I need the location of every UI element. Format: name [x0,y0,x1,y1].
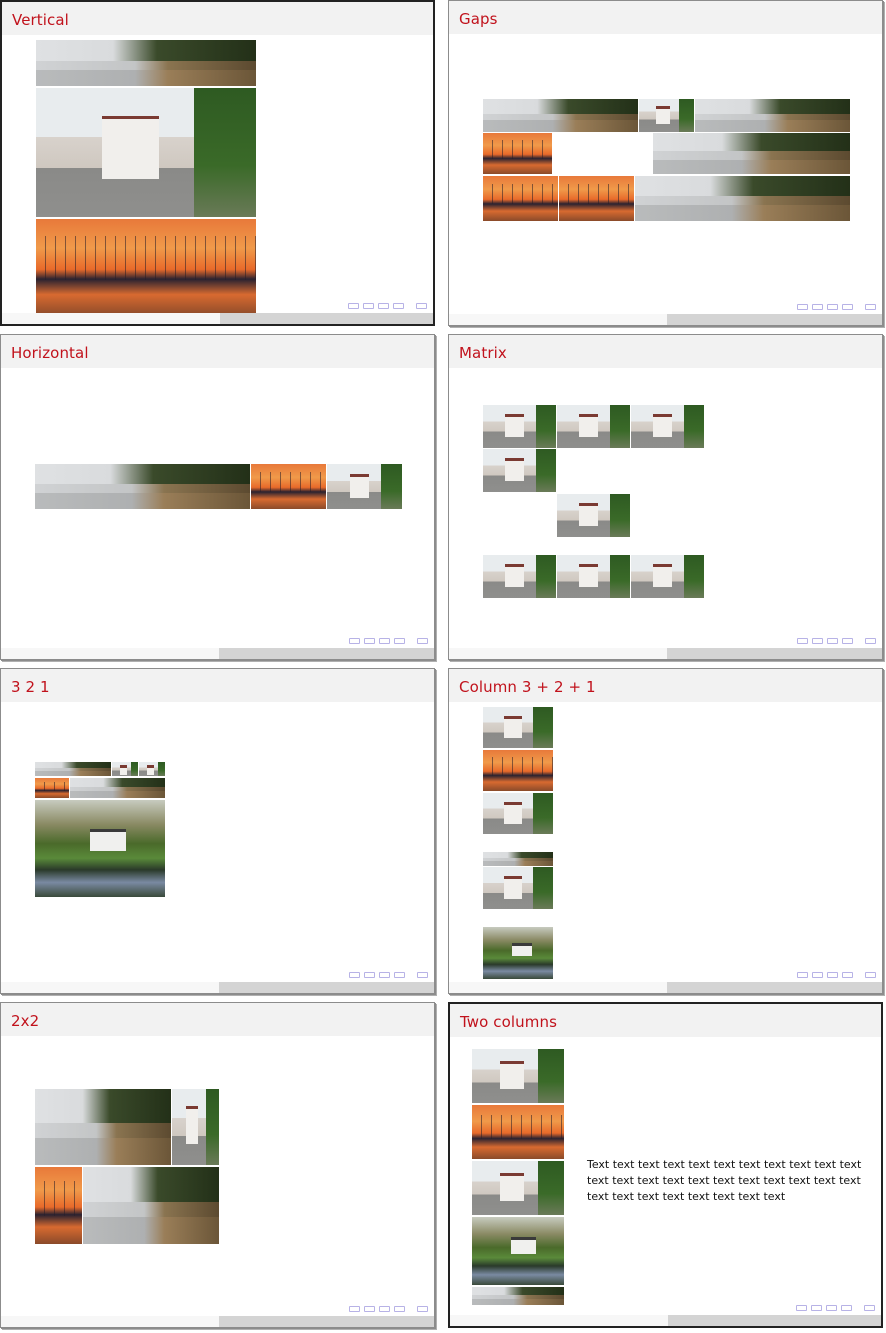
navigation-icons[interactable] [797,303,876,311]
house-photo [557,555,630,598]
house-photo [483,793,553,834]
house-photo [112,762,138,776]
footer-right [219,1316,434,1327]
slide-matrix: Matrix [448,334,883,660]
beach-photo [472,1287,564,1305]
footer-left [449,648,667,659]
navigation-icons[interactable] [797,637,876,645]
beach-photo [83,1167,219,1244]
slide-header: Column 3 + 2 + 1 [449,669,882,702]
beach-photo [35,464,250,509]
navigation-icons[interactable] [349,1305,428,1313]
house-photo [327,464,402,509]
beach-photo [695,99,850,132]
footer-right [667,314,882,325]
house-photo [483,867,553,909]
beach-photo [653,133,850,174]
house-photo [557,405,630,448]
slide-title: Column 3 + 2 + 1 [459,678,596,696]
beach-photo [35,762,111,776]
footer-left [1,982,219,993]
footer-right [667,648,882,659]
footer-left [449,314,667,325]
marina-sunset-photo [251,464,326,509]
marina-sunset-photo [35,778,69,798]
house-photo [631,555,704,598]
slide-header: 3 2 1 [1,669,434,702]
slide-title: Two columns [460,1013,558,1031]
slide-vertical: Vertical [0,0,435,326]
footer-right [667,982,882,993]
slide-column-3-2-1: Column 3 + 2 + 1 [448,668,883,994]
navigation-icons[interactable] [796,1304,875,1312]
house-photo [557,494,630,537]
footer-left [1,648,219,659]
marina-sunset-photo [472,1105,564,1159]
navigation-icons[interactable] [797,971,876,979]
slide-2x2: 2x2 [0,1002,435,1328]
slide-header: Horizontal [1,335,434,368]
house-photo [639,99,694,132]
footer-left [2,313,220,324]
house-photo [483,449,556,492]
cottage-photo [35,800,165,897]
navigation-icons[interactable] [349,971,428,979]
slide-title: Horizontal [11,344,89,362]
marina-sunset-photo [36,219,256,316]
slide-header: 2x2 [1,1003,434,1036]
house-photo [631,405,704,448]
slide-header: Vertical [2,2,433,35]
footer-right [219,648,434,659]
house-photo [483,555,556,598]
marina-sunset-photo [483,133,552,174]
slide-title: Gaps [459,10,498,28]
beach-photo [35,1089,171,1165]
beach-photo [483,852,553,866]
slide-header: Two columns [450,1004,881,1037]
navigation-icons[interactable] [348,302,427,310]
slide-title: 3 2 1 [11,678,50,696]
slide-title: 2x2 [11,1012,40,1030]
house-photo [139,762,165,776]
footer-right [220,313,433,324]
house-photo [36,88,256,217]
house-photo [472,1161,564,1215]
beach-photo [635,176,850,221]
house-photo [172,1089,219,1165]
slide-header: Matrix [449,335,882,368]
beach-photo [70,778,165,798]
beach-photo [483,99,638,132]
body-text: Text text text text text text text text … [587,1158,862,1203]
slide-3-2-1: 3 2 1 [0,668,435,994]
marina-sunset-photo [559,176,634,221]
marina-sunset-photo [483,176,558,221]
cottage-photo [472,1217,564,1285]
footer-left [450,1315,668,1326]
slide-title: Matrix [459,344,507,362]
beach-photo [36,40,256,86]
house-photo [472,1049,564,1103]
slide-two-columns: Two columns Text text text text text tex… [448,1002,883,1328]
marina-sunset-photo [35,1167,82,1244]
slide-gaps: Gaps [448,0,883,326]
footer-right [219,982,434,993]
slide-header: Gaps [449,1,882,34]
slide-horizontal: Horizontal [0,334,435,660]
navigation-icons[interactable] [349,637,428,645]
house-photo [483,405,556,448]
footer-left [1,1316,219,1327]
footer-right [668,1315,881,1326]
footer-left [449,982,667,993]
cottage-photo [483,927,553,979]
slide-title: Vertical [12,11,69,29]
house-photo [483,707,553,748]
marina-sunset-photo [483,750,553,791]
